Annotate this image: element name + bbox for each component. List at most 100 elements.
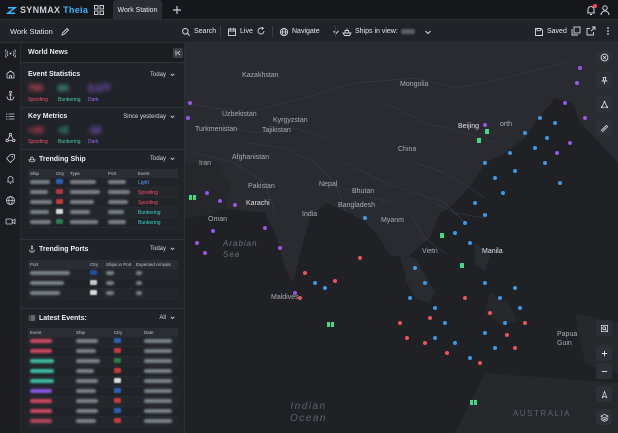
map-label-mongolia: Mongolia	[400, 81, 429, 88]
apps-grid-icon[interactable]	[92, 3, 106, 17]
table-row[interactable]: Bunkering	[28, 218, 178, 228]
key-metrics-filter[interactable]: Since yesterday	[123, 113, 176, 120]
spoofing-stat-label: Spoofing	[28, 97, 48, 103]
map-label-nepal: Nepal	[319, 181, 338, 188]
map-label-turkmenistan: Turkmenistan	[195, 126, 238, 133]
table-row[interactable]: Spoofing	[28, 188, 178, 198]
search-button[interactable]: Search	[181, 20, 216, 43]
duplicate-icon[interactable]	[571, 26, 581, 36]
table-row[interactable]	[28, 347, 178, 357]
spoofing-metric-label: Spoofing	[28, 139, 48, 145]
zoom-to-area-button[interactable]	[596, 320, 612, 336]
globe-icon[interactable]	[5, 195, 16, 206]
compass-button[interactable]	[596, 386, 612, 402]
bell-icon	[587, 6, 595, 15]
share-external-icon[interactable]	[586, 26, 596, 36]
brand-name: SYNMAX	[20, 5, 61, 15]
map-label-karachi: Karachi	[246, 200, 270, 207]
ships-in-view-count-redacted	[400, 29, 415, 34]
vessel-map[interactable]: Kazakhstan Mongolia Uzbekistan Kyrgyzsta…	[185, 43, 618, 433]
map-label-afghanistan: Afghanistan	[232, 154, 269, 161]
measure-ruler-button[interactable]	[596, 120, 612, 136]
spoofing-count-redacted: 760	[28, 83, 44, 93]
trending-ship-table: Ship Ctry Type Port Event Light Spoofing	[28, 169, 178, 228]
table-row[interactable]: Bunkering	[28, 208, 178, 218]
add-tab-plus-icon[interactable]	[170, 3, 184, 17]
table-row[interactable]	[28, 357, 178, 367]
table-row[interactable]	[28, 397, 178, 407]
map-label-maldives: Maldives	[271, 294, 299, 301]
broadcast-news-icon[interactable]	[5, 48, 16, 59]
notifications-button[interactable]	[584, 3, 598, 17]
table-row[interactable]	[28, 367, 178, 377]
saved-status[interactable]: Saved	[534, 20, 567, 43]
refresh-icon[interactable]	[256, 26, 266, 36]
video-camera-icon[interactable]	[5, 216, 16, 227]
ships-in-view-label: Ships in view:	[355, 28, 398, 35]
close-layer-button[interactable]	[596, 49, 612, 65]
list-icon[interactable]	[5, 111, 16, 122]
trending-ports-filter[interactable]: Today	[150, 245, 176, 252]
bunkering-count-redacted: 64	[58, 83, 69, 93]
map-label-oman: Oman	[208, 216, 228, 223]
alert-bell-icon[interactable]	[5, 174, 16, 185]
event-statistics-filter[interactable]: Today	[150, 71, 176, 78]
live-button[interactable]: Live	[227, 20, 253, 43]
event-statistics-title: Event Statistics	[28, 71, 81, 78]
close-circle-icon	[600, 53, 608, 61]
table-row[interactable]	[28, 289, 178, 299]
edit-pencil-icon[interactable]	[60, 27, 70, 37]
navigate-dropdown[interactable]: Navigate	[279, 20, 341, 43]
table-header: Port Ctry Ships in Port Expected Arrival…	[28, 260, 178, 269]
pin-button[interactable]	[596, 72, 612, 88]
left-icon-rail	[0, 43, 21, 433]
map-label-china: China	[398, 146, 417, 153]
latest-events-filter[interactable]: All	[159, 314, 176, 321]
table-row[interactable]	[28, 279, 178, 289]
latest-events-title: Latest Events:	[28, 314, 87, 322]
chevron-down-icon	[170, 316, 175, 320]
map-label-vietnam: Vietn	[422, 248, 438, 255]
chevron-down-icon	[170, 157, 175, 161]
table-row[interactable]	[28, 377, 178, 387]
zoom-area-icon	[600, 324, 608, 332]
notification-badge	[593, 4, 597, 8]
bunkering-metric-label: Bunkering	[58, 139, 81, 145]
layers-button[interactable]	[596, 409, 612, 425]
pin-icon	[600, 76, 608, 84]
ship-icon	[342, 27, 352, 37]
ships-in-view-dropdown[interactable]: Ships in view:	[342, 20, 433, 43]
panel-title: World News	[28, 49, 68, 56]
user-account-icon[interactable]	[598, 3, 612, 17]
map-basemap	[185, 43, 618, 433]
search-label: Search	[194, 28, 217, 35]
dark-change-redacted: -12	[88, 125, 102, 135]
more-options-icon[interactable]	[603, 26, 613, 36]
anchor-icon[interactable]	[5, 90, 16, 101]
table-row[interactable]: Light	[28, 178, 178, 188]
trending-ship-filter[interactable]: Today	[150, 155, 176, 162]
collapse-panel-button[interactable]	[173, 48, 183, 58]
chevron-down-icon	[170, 247, 175, 251]
table-row[interactable]	[28, 269, 178, 279]
tab-work-station[interactable]: Work Station	[113, 0, 162, 20]
draw-polygon-button[interactable]	[596, 96, 612, 112]
dark-metric-label: Dark	[88, 139, 99, 145]
dark-stat-label: Dark	[88, 97, 99, 103]
table-row[interactable]	[28, 337, 178, 347]
zoom-out-button[interactable]	[596, 363, 612, 379]
port-building-icon[interactable]	[5, 69, 16, 80]
bunkering-change-redacted: +2	[58, 125, 69, 135]
table-row[interactable]	[28, 417, 178, 427]
key-metrics-title: Key Metrics	[28, 113, 68, 120]
table-row[interactable]	[28, 407, 178, 417]
saved-label: Saved	[547, 28, 567, 35]
table-row[interactable]	[28, 387, 178, 397]
section-divider	[21, 107, 184, 108]
table-row[interactable]: Spoofing	[28, 198, 178, 208]
map-label-papua: Papua Guin	[557, 331, 578, 347]
vessel-markers	[186, 66, 587, 405]
zoom-in-button[interactable]	[596, 345, 612, 361]
network-nodes-icon[interactable]	[5, 132, 16, 143]
tag-icon[interactable]	[5, 153, 16, 164]
